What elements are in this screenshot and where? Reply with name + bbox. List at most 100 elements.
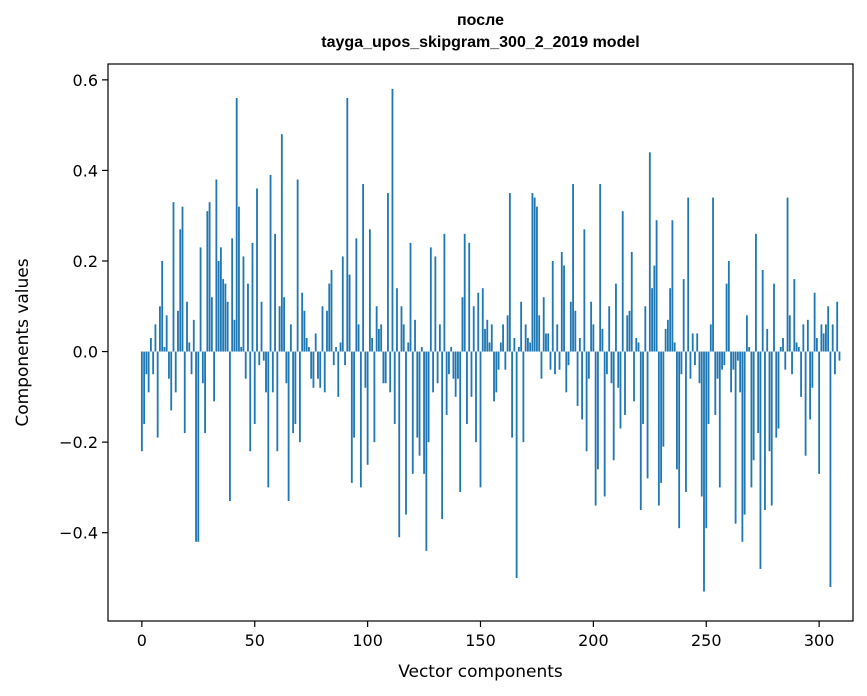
y-axis-label: Components values (13, 258, 33, 426)
bar (770, 351, 773, 506)
bar (256, 188, 258, 352)
bar (592, 324, 595, 352)
bar (163, 347, 166, 352)
bar (820, 324, 823, 352)
bar (219, 247, 222, 352)
bar (806, 319, 809, 352)
bar (499, 342, 502, 352)
bar (481, 288, 484, 352)
y-axis-ticks: −0.4 −0.2 0.0 0.2 0.4 0.6 (59, 71, 108, 543)
bar (434, 256, 437, 352)
bar (192, 319, 195, 352)
bar (610, 351, 613, 384)
bar (373, 351, 376, 443)
bar (280, 134, 283, 352)
bar (296, 179, 299, 352)
bar (484, 328, 486, 352)
bar (676, 351, 678, 470)
x-tick-label: 250 (691, 631, 722, 650)
bar (522, 351, 525, 443)
bar (215, 179, 218, 352)
bar (578, 337, 581, 352)
bar (540, 351, 543, 379)
bar (764, 351, 766, 511)
bar (813, 292, 816, 352)
bar (563, 265, 565, 352)
bar (504, 351, 507, 370)
bar (332, 351, 335, 366)
bar (411, 351, 414, 474)
bar (262, 351, 265, 361)
bar (378, 328, 380, 352)
bar (414, 319, 416, 352)
bar (741, 351, 744, 542)
y-tick-label: 0.4 (73, 161, 98, 180)
bar (689, 351, 692, 379)
bar (217, 260, 220, 352)
bar (633, 351, 635, 402)
bar (642, 351, 644, 425)
bar (405, 351, 407, 515)
bar (727, 260, 730, 352)
bar (308, 347, 310, 352)
bar (393, 351, 396, 425)
bar (549, 351, 552, 370)
bar (793, 279, 796, 352)
bar (662, 351, 665, 447)
bar (583, 229, 586, 352)
bar (788, 315, 791, 352)
bar (766, 328, 769, 352)
bar (179, 229, 182, 352)
bar (170, 351, 173, 411)
bar (278, 306, 281, 352)
bar (425, 351, 428, 551)
bar (253, 351, 256, 425)
bar (628, 310, 631, 352)
bar (671, 220, 674, 352)
bar (669, 288, 672, 352)
bar (779, 347, 782, 352)
bar (488, 342, 491, 352)
bar (651, 288, 653, 352)
bar (276, 351, 279, 452)
bar (707, 351, 710, 425)
bar (472, 306, 475, 352)
bar (750, 351, 753, 488)
bar (269, 174, 272, 352)
bar (337, 351, 340, 397)
bar (804, 351, 807, 456)
bar (154, 324, 157, 352)
bar (531, 193, 534, 352)
bar (197, 351, 200, 542)
bar (486, 319, 489, 352)
bar (554, 351, 556, 375)
bar (208, 202, 211, 352)
bar (172, 202, 175, 352)
bar (721, 351, 723, 370)
bar (242, 256, 245, 352)
bar (314, 333, 317, 352)
bar (271, 351, 274, 393)
y-tick-label: 0.2 (73, 252, 98, 271)
bar (680, 351, 683, 375)
bar (210, 297, 213, 352)
bar (694, 351, 696, 366)
bar (402, 324, 405, 352)
bar (524, 324, 527, 352)
y-tick-label: 0.6 (73, 71, 98, 90)
bar (558, 351, 561, 370)
x-tick-label: 300 (804, 631, 835, 650)
bar (590, 301, 593, 352)
bar (159, 306, 161, 352)
bar (330, 270, 333, 352)
bar (685, 351, 687, 492)
bar (556, 324, 559, 352)
bar (703, 351, 705, 592)
bar (551, 260, 554, 352)
x-tick-label: 50 (245, 631, 265, 650)
bar (231, 238, 234, 352)
bar (748, 347, 751, 352)
bar (387, 193, 389, 352)
bar (836, 301, 839, 352)
bar (782, 337, 784, 352)
